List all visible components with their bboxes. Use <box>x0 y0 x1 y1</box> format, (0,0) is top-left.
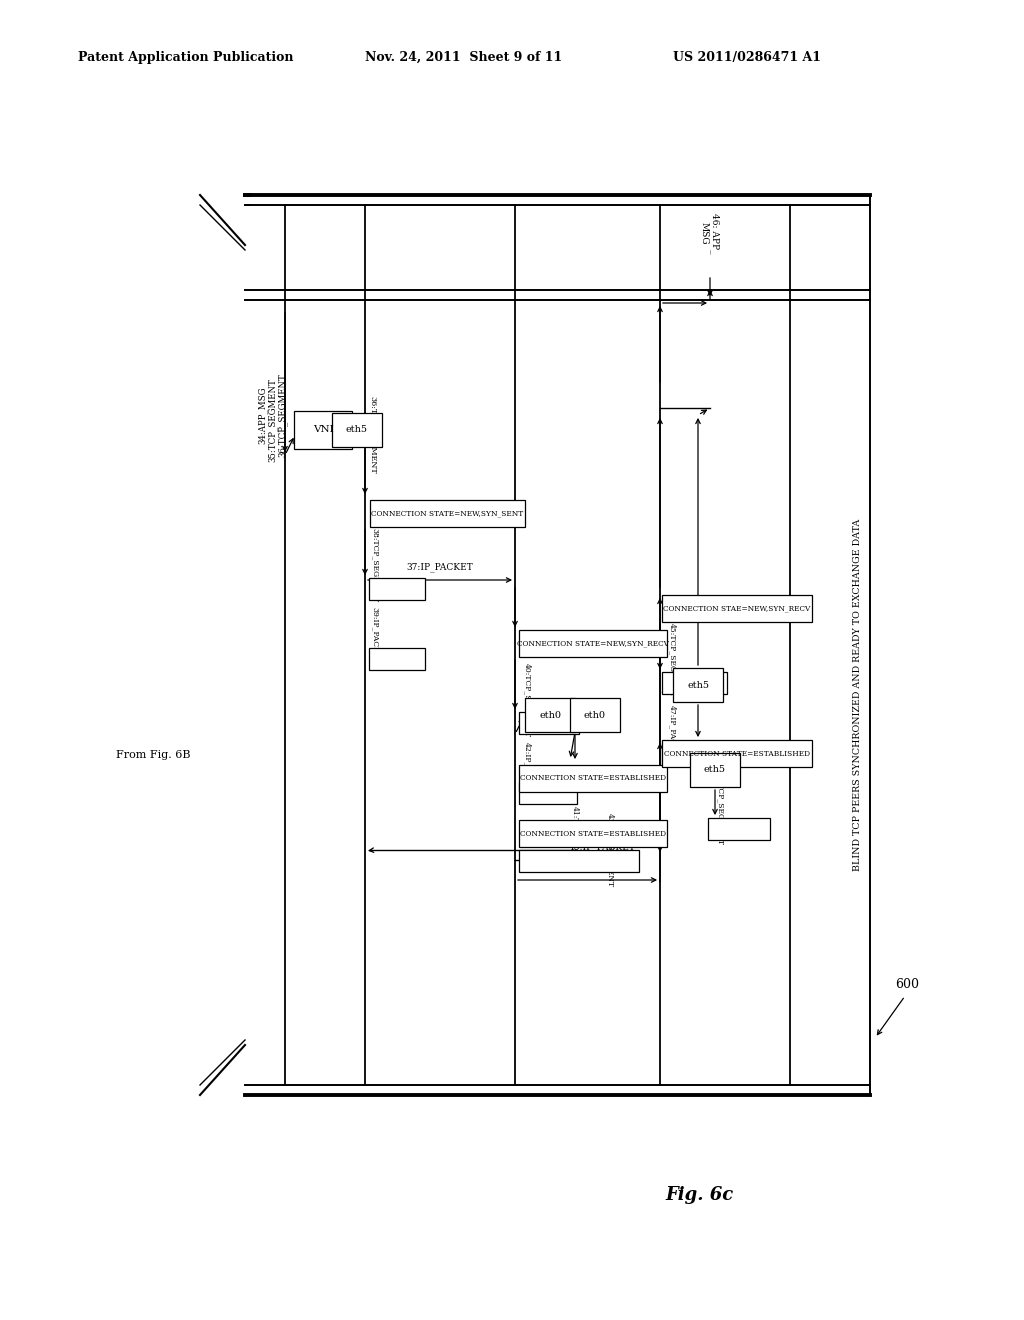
Bar <box>370 500 525 527</box>
Text: 36:TCP_SEGMENT: 36:TCP_SEGMENT <box>279 374 288 457</box>
Text: eth5: eth5 <box>705 766 726 775</box>
Text: CONNECTION STATE=ESTABLISHED: CONNECTION STATE=ESTABLISHED <box>520 829 666 837</box>
Bar <box>369 578 425 601</box>
Text: 42:IP_PACKET: 42:IP_PACKET <box>523 742 531 799</box>
Text: 38:TCP_SEGMENT: 38:TCP_SEGMENT <box>371 528 379 602</box>
Bar <box>332 413 382 447</box>
Text: BLIND TCP PEERS SYNCHRONIZED AND READY TO EXCHANGE DATA: BLIND TCP PEERS SYNCHRONIZED AND READY T… <box>853 519 862 871</box>
Text: CONNECTION STATE=ESTABLISHED: CONNECTION STATE=ESTABLISHED <box>664 750 810 758</box>
Bar <box>519 820 667 847</box>
Text: VNI: VNI <box>312 425 334 434</box>
Text: CONNECTION STATE=NEW,SYN_SENT: CONNECTION STATE=NEW,SYN_SENT <box>372 510 523 517</box>
Text: 36:TCP_SEGMENT: 36:TCP_SEGMENT <box>369 396 377 474</box>
Text: CONNECTION STATE=NEW,SYN_RECV: CONNECTION STATE=NEW,SYN_RECV <box>517 639 669 648</box>
Text: 47:IP_PACKET: 47:IP_PACKET <box>668 705 676 762</box>
Text: 39:IP_PACKET: 39:IP_PACKET <box>371 607 379 663</box>
Bar <box>708 818 770 840</box>
Text: 48:TCP_SEGMENT: 48:TCP_SEGMENT <box>716 771 724 845</box>
Bar <box>369 648 425 671</box>
Text: 40:TCP_SEGMENT: 40:TCP_SEGMENT <box>523 663 531 737</box>
Bar <box>662 743 724 766</box>
Bar <box>673 668 723 702</box>
Text: Fig. 6c: Fig. 6c <box>666 1185 734 1204</box>
Text: 44:IP_PACKET: 44:IP_PACKET <box>554 862 621 873</box>
Text: Nov. 24, 2011  Sheet 9 of 11: Nov. 24, 2011 Sheet 9 of 11 <box>365 50 562 63</box>
Bar <box>662 672 727 694</box>
Bar <box>570 698 620 733</box>
Bar <box>525 698 575 733</box>
Text: From Fig. 6B: From Fig. 6B <box>116 750 190 760</box>
Bar <box>519 711 579 734</box>
Text: Patent Application Publication: Patent Application Publication <box>78 50 294 63</box>
Text: eth5: eth5 <box>687 681 709 689</box>
Bar <box>519 850 639 873</box>
Bar <box>294 411 352 449</box>
Text: eth0: eth0 <box>539 710 561 719</box>
Text: 35:TCP_SEGMENT: 35:TCP_SEGMENT <box>268 378 278 462</box>
Text: 43:TCP_SEGMENT: 43:TCP_SEGMENT <box>606 813 614 887</box>
Bar <box>662 595 812 622</box>
Text: 49:IP_PACKET: 49:IP_PACKET <box>569 842 636 851</box>
Text: 45:TCP_SEGMENT: 45:TCP_SEGMENT <box>668 623 676 697</box>
Text: CONNECTION STATE=ESTABLISHED: CONNECTION STATE=ESTABLISHED <box>520 775 666 783</box>
Bar <box>662 741 812 767</box>
Text: 34:APP_MSG: 34:APP_MSG <box>258 387 268 444</box>
Text: CONNECTION STAE=NEW,SYN_RECV: CONNECTION STAE=NEW,SYN_RECV <box>664 605 811 612</box>
Bar <box>519 630 667 657</box>
Text: 41:TCP_SEG: 41:TCP_SEG <box>571 805 579 854</box>
Text: eth5: eth5 <box>346 425 368 434</box>
Text: ×: × <box>611 850 629 870</box>
Text: 46: APP_
MSG: 46: APP_ MSG <box>700 213 720 253</box>
Text: 600: 600 <box>895 978 919 991</box>
Bar <box>519 766 667 792</box>
Text: 37:IP_PACKET: 37:IP_PACKET <box>407 562 473 572</box>
Text: US 2011/0286471 A1: US 2011/0286471 A1 <box>673 50 821 63</box>
Bar <box>519 781 577 804</box>
Text: eth0: eth0 <box>584 710 606 719</box>
Bar <box>690 752 740 787</box>
